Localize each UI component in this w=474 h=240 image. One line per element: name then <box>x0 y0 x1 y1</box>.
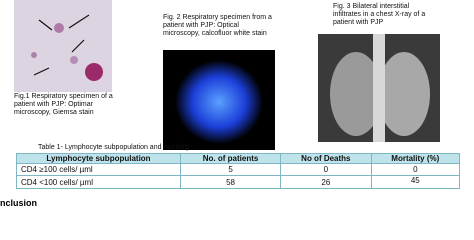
page: Fig.1 Respiratory specimen of a patient … <box>0 0 461 208</box>
cell: CD4 <100 cells/ µml <box>16 175 181 189</box>
cell: 26 <box>280 175 372 189</box>
th: Lymphocyte subpopulation <box>16 153 181 164</box>
fig1-image <box>14 0 112 92</box>
th: No. of patients <box>179 153 282 164</box>
fig2-image <box>163 50 275 150</box>
cell: 5 <box>179 163 282 176</box>
cell: 58 <box>179 175 282 189</box>
cell: 0 <box>280 163 372 176</box>
fig3-image <box>318 34 440 142</box>
th: No of Deaths <box>280 153 372 164</box>
cell: 45 <box>370 175 461 189</box>
th: Mortality (%) <box>370 153 461 164</box>
cell: 0 <box>370 163 461 176</box>
table-title: Table 1- Lymphocyte subpopulation and mo… <box>38 144 190 151</box>
table: Lymphocyte subpopulation No. of patients N… <box>16 153 461 189</box>
footer-text: nclusion <box>0 198 38 208</box>
fig1-caption: Fig.1 Respiratory specimen of a patient … <box>14 93 113 116</box>
cell: CD4 ≥100 cells/ µml <box>16 163 181 176</box>
fig2-caption: Fig. 2 Respiratory specimen from a patie… <box>163 14 272 37</box>
fig3-caption: Fig. 3 Bilateral interstitial infiltrate… <box>333 3 426 26</box>
